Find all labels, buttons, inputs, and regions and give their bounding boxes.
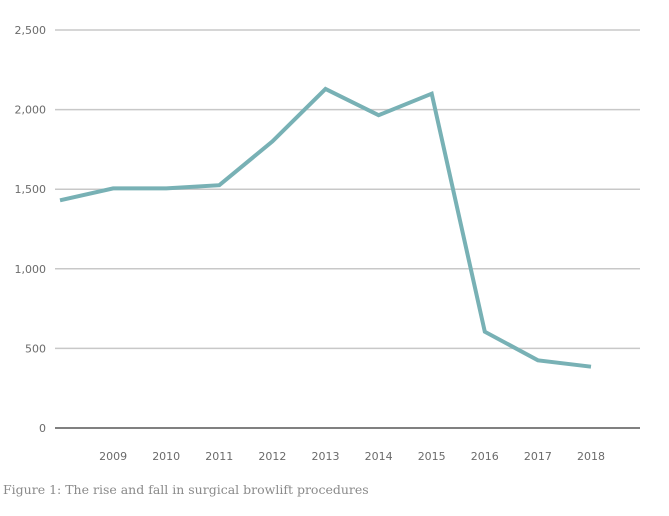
x-tick-label: 2016: [471, 450, 499, 463]
x-tick-label: 2012: [258, 450, 286, 463]
series-lines: [59, 86, 592, 369]
x-tick-label: 2013: [312, 450, 340, 463]
y-tick-label: 1,000: [15, 263, 47, 276]
x-tick-label: 2018: [577, 450, 605, 463]
x-tick-label: 2010: [152, 450, 180, 463]
x-tick-label: 2011: [205, 450, 233, 463]
x-axis-tick-labels: 2009 2010 2011 2012 2013 2014 2015 2016 2017 2018: [99, 450, 605, 463]
x-tick-label: 2017: [524, 450, 552, 463]
y-axis-tick-labels: 0 500 1,000 1,500 2,000 2,500: [15, 24, 47, 435]
y-tick-label: 500: [25, 342, 46, 355]
x-tick-label: 2015: [418, 450, 446, 463]
x-tick-label: 2009: [99, 450, 127, 463]
line-chart: 0 500 1,000 1,500 2,000 2,500 2009 2010 2011 201…: [15, 24, 640, 463]
gridlines: [55, 29, 640, 429]
y-tick-label: 2,500: [15, 24, 47, 37]
series-line: [59, 86, 592, 369]
y-tick-label: 0: [39, 422, 46, 435]
figure-caption: Figure 1: The rise and fall in surgical …: [3, 482, 369, 497]
x-tick-label: 2014: [365, 450, 393, 463]
y-tick-label: 2,000: [15, 104, 47, 117]
y-tick-label: 1,500: [15, 183, 47, 196]
